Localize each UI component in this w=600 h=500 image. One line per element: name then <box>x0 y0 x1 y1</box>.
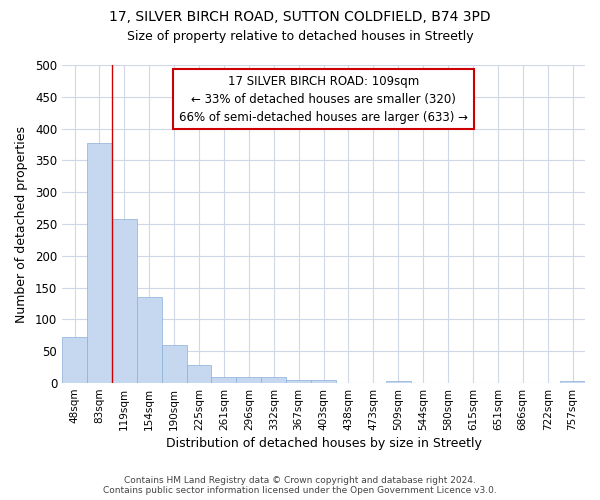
Text: Contains HM Land Registry data © Crown copyright and database right 2024.
Contai: Contains HM Land Registry data © Crown c… <box>103 476 497 495</box>
X-axis label: Distribution of detached houses by size in Streetly: Distribution of detached houses by size … <box>166 437 481 450</box>
Bar <box>311 380 336 383</box>
Y-axis label: Number of detached properties: Number of detached properties <box>15 126 28 322</box>
Bar <box>161 345 187 383</box>
Bar <box>286 380 311 383</box>
Bar <box>236 376 261 383</box>
Text: 17, SILVER BIRCH ROAD, SUTTON COLDFIELD, B74 3PD: 17, SILVER BIRCH ROAD, SUTTON COLDFIELD,… <box>109 10 491 24</box>
Bar <box>560 380 585 383</box>
Bar <box>211 376 236 383</box>
Bar <box>62 338 87 383</box>
Bar <box>386 380 410 383</box>
Bar <box>112 219 137 383</box>
Bar <box>87 143 112 383</box>
Text: 17 SILVER BIRCH ROAD: 109sqm
← 33% of detached houses are smaller (320)
66% of s: 17 SILVER BIRCH ROAD: 109sqm ← 33% of de… <box>179 74 468 124</box>
Bar <box>261 376 286 383</box>
Bar <box>137 297 161 383</box>
Text: Size of property relative to detached houses in Streetly: Size of property relative to detached ho… <box>127 30 473 43</box>
Bar <box>187 364 211 383</box>
